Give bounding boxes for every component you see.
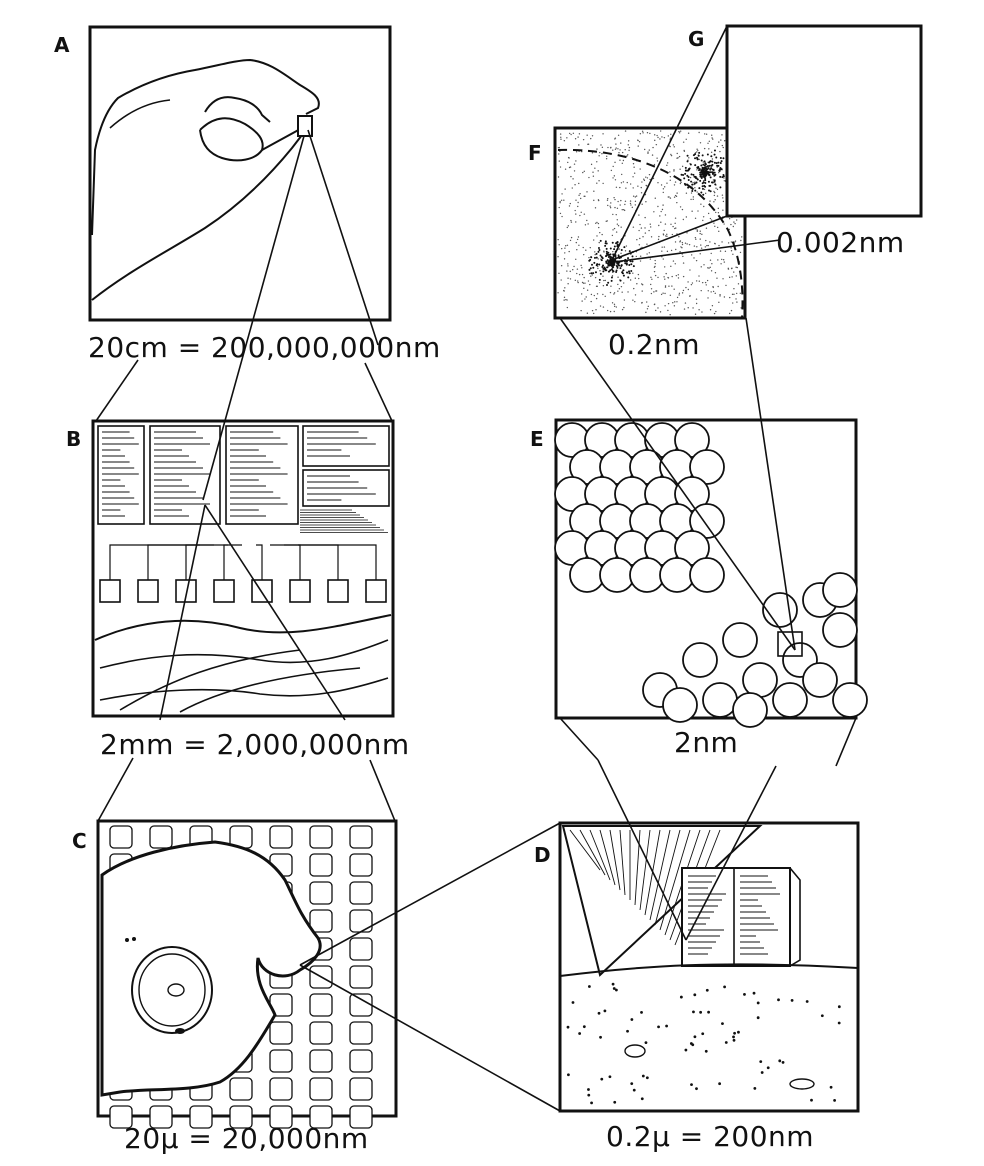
g-pointer-line (613, 239, 781, 263)
panel-f-scale-label: 0.2nm (608, 328, 700, 361)
panel-e-scale-label: 2nm (674, 726, 738, 759)
panel-c: C 20μ = 20,000nm (72, 819, 398, 1155)
hand-pinching-chip-icon (91, 58, 320, 301)
integrated-circuit-die-icon (94, 425, 392, 713)
biological-cell-icon (100, 825, 373, 1129)
panel-g-letter: G (688, 27, 704, 51)
panel-e: E 2nm (530, 418, 868, 759)
panel-c-scale-label: 20μ = 20,000nm (124, 1122, 369, 1155)
panel-a: A 20cm = 200,000,000nm (54, 25, 441, 364)
panel-f: F 0.2nm (528, 126, 747, 361)
panel-c-letter: C (72, 829, 87, 853)
panel-d-scale-label: 0.2μ = 200nm (606, 1120, 814, 1153)
panel-b: B 2mm = 2,000,000nm (66, 419, 410, 761)
panel-d-letter: D (534, 843, 551, 867)
panel-a-letter: A (54, 33, 70, 57)
panel-d: D 0.2μ = 200nm (534, 821, 860, 1153)
panel-a-frame (88, 25, 392, 322)
panel-g-scale-label: 0.002nm (776, 226, 905, 259)
panel-b-scale-label: 2mm = 2,000,000nm (100, 728, 410, 761)
panel-g-frame (725, 24, 923, 218)
panel-f-letter: F (528, 141, 542, 165)
probe-tip-and-block-icon (559, 825, 859, 1105)
panel-b-letter: B (66, 427, 81, 451)
atom-cluster-icon (554, 422, 868, 728)
panel-a-scale-label: 20cm = 200,000,000nm (88, 331, 441, 364)
panel-g: G 0.002nm (613, 24, 923, 263)
panel-e-letter: E (530, 427, 544, 451)
zoom-connectors (95, 25, 857, 1112)
